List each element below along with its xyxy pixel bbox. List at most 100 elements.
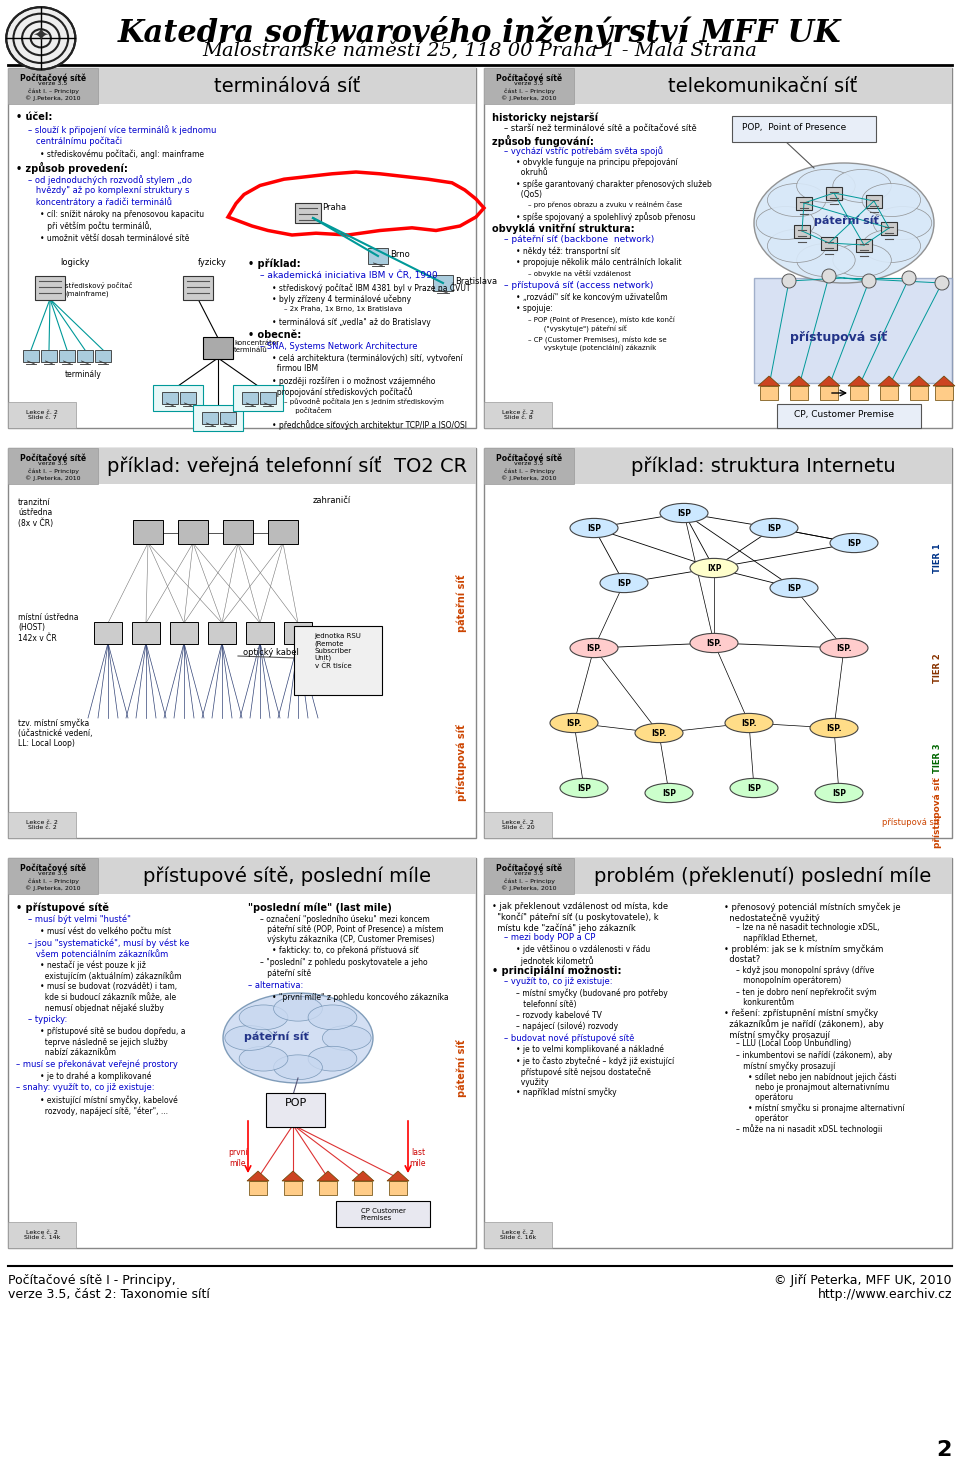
Text: Lekce č. 2
Slide č. 2: Lekce č. 2 Slide č. 2 [26, 820, 58, 830]
Ellipse shape [874, 206, 932, 239]
Polygon shape [754, 279, 952, 383]
Text: • „rozvádí" síť ke koncovým uživatelům: • „rozvádí" síť ke koncovým uživatelům [516, 292, 667, 302]
Text: • spíše spojovaný a spolehlivý způsob přenosu: • spíše spojovaný a spolehlivý způsob př… [516, 212, 695, 223]
FancyBboxPatch shape [8, 858, 476, 1248]
FancyBboxPatch shape [8, 402, 76, 427]
Text: ISP.: ISP. [836, 644, 852, 653]
Text: – obvykle na větší vzdálenost: – obvykle na větší vzdálenost [528, 270, 631, 277]
Text: verze 3.5: verze 3.5 [515, 871, 543, 876]
Text: problém (překlenutí) poslední míle: problém (překlenutí) poslední míle [594, 867, 931, 886]
FancyBboxPatch shape [8, 812, 76, 839]
Text: telekomunikační síť: telekomunikační síť [668, 77, 857, 96]
Text: Praha: Praha [322, 203, 347, 212]
Text: • místní smyčku si pronajme alternativní
   operátor: • místní smyčku si pronajme alternativní… [748, 1103, 904, 1123]
Ellipse shape [767, 184, 826, 217]
Polygon shape [848, 376, 870, 386]
Text: část I. – Principy: část I. – Principy [28, 469, 79, 473]
Ellipse shape [600, 573, 648, 593]
Circle shape [822, 268, 836, 283]
Polygon shape [387, 1170, 409, 1181]
Text: Brno: Brno [390, 251, 410, 259]
FancyBboxPatch shape [41, 349, 57, 363]
Ellipse shape [690, 559, 738, 578]
Text: – snahy: využít to, co již existuje:: – snahy: využít to, co již existuje: [16, 1083, 155, 1092]
Text: Lekce č. 2
Slide č. 7: Lekce č. 2 Slide č. 7 [26, 410, 58, 420]
Text: • nestačí je vést pouze k již
  existujícím (aktuálním) zákazníkům: • nestačí je vést pouze k již existující… [40, 960, 181, 982]
Ellipse shape [635, 724, 683, 743]
Text: část I. – Principy: část I. – Principy [503, 879, 555, 883]
FancyBboxPatch shape [180, 392, 196, 404]
FancyBboxPatch shape [77, 349, 93, 363]
Text: přístupová síť: přístupová síť [457, 725, 468, 802]
Ellipse shape [770, 578, 818, 597]
Text: verze 3.5: verze 3.5 [38, 461, 67, 466]
Text: verze 3.5: verze 3.5 [515, 81, 543, 85]
Text: • střediskovému počítači, angl: mainframe: • střediskovému počítači, angl: mainfram… [40, 149, 204, 159]
Text: – slouží k připojení více terminálů k jednomu
   centrálnímu počítači: – slouží k připojení více terminálů k je… [28, 125, 216, 146]
Ellipse shape [274, 996, 323, 1021]
FancyBboxPatch shape [790, 386, 808, 399]
Text: – "poslední" z pohledu poskytovatele a jeho
   páteřní sítě: – "poslední" z pohledu poskytovatele a j… [260, 958, 427, 977]
Text: • příklad:: • příklad: [248, 258, 300, 268]
FancyBboxPatch shape [856, 239, 872, 252]
Polygon shape [933, 376, 955, 386]
Text: obvyklá vnitřní struktura:: obvyklá vnitřní struktura: [492, 224, 635, 234]
Text: terminály: terminály [65, 370, 102, 379]
FancyBboxPatch shape [484, 448, 952, 839]
Ellipse shape [810, 718, 858, 737]
Ellipse shape [815, 783, 863, 803]
Circle shape [862, 274, 876, 287]
Text: terminálová síť: terminálová síť [214, 77, 360, 96]
Text: ISP: ISP [577, 784, 591, 793]
Text: historicky nejstarší: historicky nejstarší [492, 112, 598, 122]
Text: • spojuje:: • spojuje: [516, 304, 553, 312]
Text: • řešení: zpřístupnění místní smyčky
  zákazníkům je nařídí (zákonem), aby
  mís: • řešení: zpřístupnění místní smyčky zák… [724, 1008, 884, 1041]
Text: © J.Peterka, 2010: © J.Peterka, 2010 [501, 94, 557, 100]
Text: přístupová síť: přístupová síť [882, 818, 940, 827]
Text: last
mile: last mile [410, 1148, 426, 1167]
Circle shape [782, 274, 796, 287]
Polygon shape [317, 1170, 339, 1181]
Text: ISP.: ISP. [587, 644, 602, 653]
Ellipse shape [830, 534, 878, 553]
Text: ISP: ISP [617, 578, 631, 588]
Text: Lekce č. 2
Slide č. 20: Lekce č. 2 Slide č. 20 [502, 820, 535, 830]
FancyBboxPatch shape [246, 622, 274, 644]
Text: Lekce č. 2
Slide č. 16k: Lekce č. 2 Slide č. 16k [500, 1229, 536, 1241]
FancyBboxPatch shape [484, 402, 552, 427]
FancyBboxPatch shape [223, 520, 253, 544]
FancyBboxPatch shape [23, 349, 39, 363]
Text: © J.Peterka, 2010: © J.Peterka, 2010 [501, 475, 557, 481]
FancyBboxPatch shape [162, 392, 178, 404]
Text: • "první míle" z pohledu koncového zákazníka: • "první míle" z pohledu koncového zákaz… [272, 992, 448, 1002]
Text: ISP: ISP [787, 584, 801, 593]
Text: Bratislava: Bratislava [455, 277, 497, 286]
FancyBboxPatch shape [35, 276, 65, 301]
Ellipse shape [797, 170, 855, 202]
FancyBboxPatch shape [8, 68, 98, 105]
Text: – když jsou monopolní správy (dříve
   monopolním operátorem): – když jsou monopolní správy (dříve mono… [736, 965, 875, 985]
Text: TIER 2: TIER 2 [933, 653, 943, 682]
FancyBboxPatch shape [732, 116, 876, 142]
Text: • celá architektura (terminálových) sítí, vytvoření
  firmou IBM: • celá architektura (terminálových) sítí… [272, 354, 463, 373]
Text: – může na ni nasadit xDSL technologii: – může na ni nasadit xDSL technologii [736, 1125, 882, 1135]
Ellipse shape [756, 206, 815, 239]
FancyBboxPatch shape [821, 236, 837, 249]
Polygon shape [878, 376, 900, 386]
Text: • jde většinou o vzdálenosti v řádu
  jednotek kilometrů: • jde většinou o vzdálenosti v řádu jedn… [516, 945, 650, 965]
Text: • způsob provedení:: • způsob provedení: [16, 162, 128, 174]
Text: • jak překlenout vzdálenost od místa, kde
  "končí" páteřní síť (u poskytovatele: • jak překlenout vzdálenost od místa, kd… [492, 902, 668, 933]
FancyBboxPatch shape [183, 276, 213, 301]
FancyBboxPatch shape [249, 1181, 267, 1195]
Text: • je to velmi komplikované a nákladné: • je to velmi komplikované a nákladné [516, 1045, 664, 1054]
Ellipse shape [690, 634, 738, 653]
Ellipse shape [570, 638, 618, 657]
Text: příklad: veřejná telefonní síť  TO2 CR: příklad: veřejná telefonní síť TO2 CR [107, 455, 468, 476]
Text: část I. – Principy: část I. – Principy [28, 879, 79, 883]
FancyBboxPatch shape [484, 448, 574, 483]
Text: místní ústředna
(HOST)
142x v ČR: místní ústředna (HOST) 142x v ČR [18, 613, 79, 643]
Text: • je to často zbytečné – když již existující
  přístupové sítě nejsou dostatečně: • je to často zbytečné – když již existu… [516, 1055, 674, 1086]
Text: příklad: struktura Internetu: příklad: struktura Internetu [631, 457, 896, 476]
FancyBboxPatch shape [935, 386, 953, 399]
Ellipse shape [750, 519, 798, 538]
